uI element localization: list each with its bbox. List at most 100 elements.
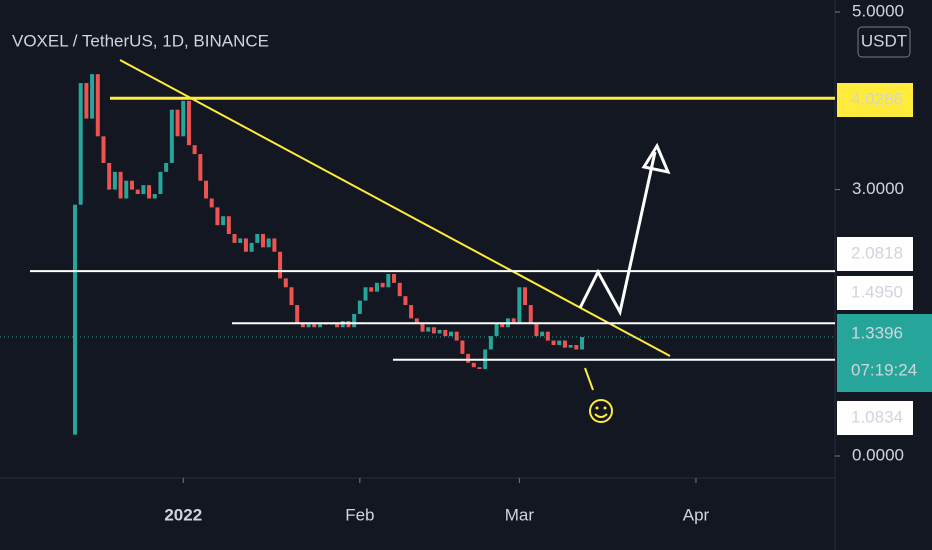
candle [449,331,453,337]
candle [494,322,499,337]
x-tick-label: Feb [345,505,374,524]
candle [283,278,288,288]
candle [517,287,522,323]
candle [488,336,493,350]
candle [84,83,89,119]
candle [580,337,585,350]
candle [118,171,123,199]
drawings [119,59,671,423]
candle [238,238,243,243]
candle [306,322,311,328]
plot [73,74,585,435]
candle [78,83,83,205]
candle [266,238,271,248]
x-tick-label: 2022 [164,505,202,524]
candle [380,282,385,288]
y-tick-label: 5.0000 [852,1,904,20]
candle [192,145,197,155]
candle [255,234,260,243]
candle [454,331,459,341]
candle [374,282,379,292]
candle [181,100,186,137]
candle [209,198,214,208]
candle [147,185,152,199]
y-tick-label: 0.0000 [852,445,904,464]
candle [335,322,340,328]
candle [112,171,117,190]
candle [312,322,317,328]
candle [431,327,436,334]
pointer-line [584,367,594,391]
candle [152,194,157,199]
candle [471,362,476,368]
candle [232,234,237,243]
candle [534,322,539,337]
candle [568,345,573,348]
candle [511,318,516,323]
level-label-box [837,237,913,271]
candle [352,313,357,328]
candle [204,180,209,199]
candle [403,296,408,306]
candle [135,189,140,195]
x-tick-label: Mar [505,505,535,524]
candle [300,322,305,328]
candle [175,109,180,137]
candle [295,305,300,323]
candle [90,74,95,119]
candle [158,171,163,195]
candle [317,322,322,328]
level-label: 2.0818 [851,243,903,262]
candle [249,242,254,252]
candle [357,300,362,314]
candle [477,367,482,369]
candle [528,305,533,323]
candle [562,340,567,348]
candle [215,207,220,226]
candle [443,329,448,337]
candle [186,100,191,146]
candle [551,340,556,345]
candle [363,287,368,301]
candle [169,109,174,163]
level-label-box [837,83,913,117]
candle [386,273,391,288]
candle [460,340,465,354]
smiley-eye [595,406,599,410]
candle [574,345,579,350]
candle [369,287,374,292]
candle [141,185,146,195]
candle [226,216,231,234]
candle [243,238,248,252]
level-label: 4.0286 [851,89,903,108]
level-label-box [837,276,913,310]
candle [101,136,106,163]
arrow-path [578,151,657,317]
candle [73,204,77,435]
smiley-mouth [594,413,608,418]
smiley-eye [603,406,607,410]
candle [397,282,402,297]
current-price-label: 1.3396 [851,323,903,342]
trend-line [119,59,671,357]
currency-box [857,26,911,58]
candle [261,234,265,248]
candle [500,322,505,328]
candle [557,340,562,345]
candle [129,180,134,190]
y-tick-label: 3.0000 [852,179,904,198]
currency: USDT [861,31,907,50]
arrow-head [641,142,671,175]
x-tick-label: Apr [683,505,710,524]
candle [420,322,425,332]
candle [95,74,100,137]
candle [545,331,550,341]
candle [164,162,169,172]
candle [289,287,294,306]
current-price-box [837,314,932,392]
chart-title: VOXEL / TetherUS, 1D, BINANCE [12,31,269,50]
candle [414,318,419,323]
candle [523,287,528,306]
